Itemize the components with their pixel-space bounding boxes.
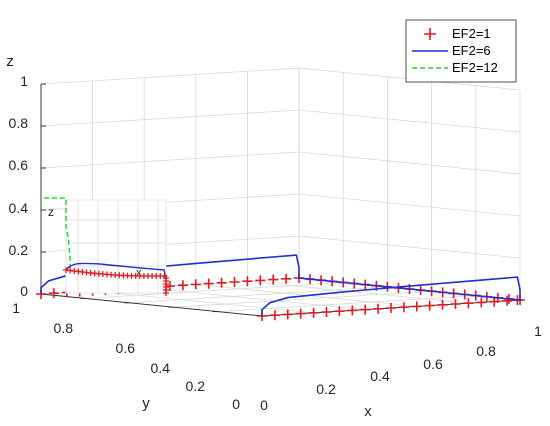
data-point bbox=[502, 295, 513, 306]
data-point bbox=[360, 304, 371, 315]
y-axis-label: y bbox=[142, 395, 150, 412]
x-tick-label: 0.8 bbox=[476, 343, 496, 359]
data-point bbox=[242, 276, 253, 287]
data-point bbox=[386, 303, 396, 313]
legend-item-ef2-1: EF2=1 bbox=[424, 26, 491, 41]
x-tick-label: 0.6 bbox=[423, 356, 443, 372]
data-point bbox=[437, 299, 448, 310]
y-tick-label: 1 bbox=[12, 300, 20, 316]
legend: EF2=1 EF2=6 EF2=12 bbox=[405, 19, 517, 83]
y-axis-line bbox=[40, 293, 263, 317]
data-point bbox=[281, 273, 292, 284]
data-point bbox=[373, 303, 384, 314]
y-tick-label: 0.8 bbox=[54, 320, 74, 336]
data-point bbox=[411, 301, 422, 312]
inset-plot: z x bbox=[44, 197, 169, 296]
data-point bbox=[463, 298, 474, 309]
legend-label: EF2=6 bbox=[452, 43, 491, 58]
data-point bbox=[203, 278, 214, 289]
y-tick-label: 0 bbox=[232, 396, 240, 412]
z-tick-label: 0.4 bbox=[9, 200, 29, 216]
legend-label: EF2=12 bbox=[452, 60, 498, 75]
legend-item-ef2-12: EF2=12 bbox=[412, 60, 498, 75]
legend-marker-plus bbox=[424, 28, 436, 40]
gridline bbox=[173, 290, 432, 308]
x-tick-label: 1 bbox=[534, 323, 542, 339]
gridline bbox=[298, 151, 521, 175]
gridline bbox=[247, 280, 469, 304]
data-point bbox=[321, 307, 332, 317]
y-tick-labels: 0 0.2 0.4 0.6 0.8 1 bbox=[12, 300, 240, 412]
gridline bbox=[85, 282, 344, 299]
gridline bbox=[217, 295, 476, 312]
inset-series-ef2-12 bbox=[44, 197, 71, 268]
y-tick-label: 0.4 bbox=[151, 360, 171, 376]
z-tick-labels: 0 0.2 0.4 0.6 0.8 1 bbox=[9, 73, 29, 299]
data-point bbox=[229, 277, 240, 287]
gridline bbox=[40, 67, 300, 85]
data-point bbox=[48, 288, 59, 299]
gridline bbox=[298, 235, 521, 259]
data-point bbox=[424, 300, 435, 311]
data-point bbox=[190, 279, 201, 290]
x-tick-labels: 0 0.2 0.4 0.6 0.8 1 bbox=[260, 323, 542, 413]
data-point bbox=[255, 275, 266, 286]
data-point bbox=[282, 309, 293, 320]
z-tick-label: 0.6 bbox=[9, 157, 29, 173]
z-tick-label: 0.2 bbox=[9, 242, 29, 258]
inset-x-label: x bbox=[136, 267, 142, 279]
data-point bbox=[450, 299, 461, 309]
inset-series-ef2-1 bbox=[63, 267, 169, 296]
gridline bbox=[129, 286, 388, 304]
data-point bbox=[177, 280, 188, 291]
y-tick-label: 0.2 bbox=[186, 378, 206, 394]
gridline bbox=[144, 287, 366, 310]
x-tick-label: 0.2 bbox=[316, 381, 336, 397]
inset-panel bbox=[65, 199, 167, 294]
inset-series-ef2-6 bbox=[65, 262, 167, 292]
data-point bbox=[334, 306, 345, 317]
inset-z-label: z bbox=[48, 205, 54, 219]
data-point bbox=[398, 302, 409, 313]
legend-item-ef2-6: EF2=6 bbox=[412, 43, 491, 58]
inset-data-point bbox=[163, 290, 169, 296]
legend-label: EF2=1 bbox=[452, 26, 491, 41]
z-axis-label: z bbox=[6, 53, 14, 70]
data-point bbox=[268, 274, 279, 285]
x-tick-label: 0 bbox=[260, 397, 268, 413]
z-tick-label: 0 bbox=[20, 283, 28, 299]
data-point bbox=[295, 308, 306, 319]
gridline bbox=[40, 151, 300, 169]
data-point bbox=[308, 307, 319, 318]
x-axis-label: x bbox=[364, 403, 372, 420]
y-tick-label: 0.6 bbox=[116, 340, 136, 356]
gridline bbox=[92, 290, 314, 314]
z-tick-label: 1 bbox=[20, 73, 28, 89]
gridline bbox=[298, 193, 521, 217]
data-point bbox=[216, 277, 227, 288]
gridline bbox=[298, 109, 521, 133]
z-tick-label: 0.8 bbox=[9, 115, 29, 131]
data-point bbox=[269, 310, 280, 321]
data-point bbox=[347, 305, 358, 316]
x-tick-label: 0.4 bbox=[370, 368, 390, 384]
gridline bbox=[40, 109, 300, 127]
data-point bbox=[476, 297, 487, 308]
